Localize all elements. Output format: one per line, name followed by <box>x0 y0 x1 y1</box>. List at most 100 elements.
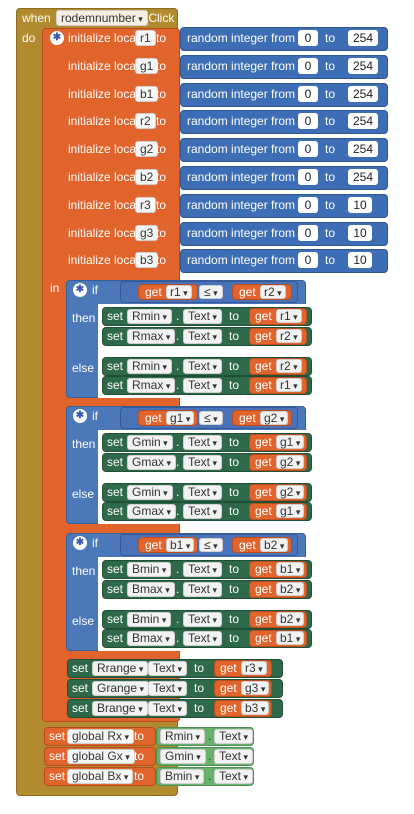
variable-dropdown[interactable]: g1 <box>276 504 305 518</box>
variable-dropdown[interactable]: g1 <box>276 435 305 449</box>
to-number[interactable]: 254 <box>348 30 378 46</box>
variable-dropdown[interactable]: b2 <box>276 582 305 596</box>
variable-dropdown[interactable]: b1 <box>276 631 305 645</box>
component-dropdown[interactable]: Rmax <box>127 378 176 393</box>
variable-dropdown[interactable]: g2 <box>276 485 305 499</box>
from-number[interactable]: 0 <box>298 141 318 158</box>
property-dropdown[interactable]: Text <box>183 485 223 500</box>
operator-dropdown[interactable]: ≤ <box>199 285 223 299</box>
component-dropdown[interactable]: Bmin <box>160 769 205 784</box>
property-dropdown[interactable]: Text <box>148 701 188 716</box>
component-dropdown[interactable]: Grange <box>92 681 150 696</box>
to-number[interactable]: 254 <box>348 57 378 74</box>
to-number[interactable]: 254 <box>348 141 378 158</box>
property-dropdown[interactable]: Text <box>183 309 223 324</box>
component-dropdown[interactable]: Gmax <box>127 455 177 470</box>
local-var-name[interactable]: b2 <box>135 169 159 185</box>
property-dropdown[interactable]: Text <box>183 612 223 627</box>
variable-dropdown[interactable]: r1 <box>276 309 302 323</box>
component-dropdown[interactable]: Gmin <box>127 485 173 500</box>
local-var-name[interactable]: g1 <box>135 57 159 74</box>
variable-dropdown[interactable]: g2 <box>276 455 305 469</box>
to-number[interactable]: 10 <box>348 196 372 213</box>
component-dropdown[interactable]: Bmin <box>127 612 172 627</box>
to-number[interactable]: 254 <box>348 113 378 130</box>
component-dropdown[interactable]: rodemnumber <box>56 10 148 26</box>
variable-dropdown[interactable]: r1 <box>166 285 192 299</box>
from-number[interactable]: 0 <box>298 224 318 241</box>
property-dropdown[interactable]: Text <box>148 681 188 696</box>
operator-dropdown[interactable]: ≤ <box>199 411 223 425</box>
variable-dropdown[interactable]: r1 <box>276 378 302 392</box>
variable-dropdown[interactable]: b2 <box>260 538 289 552</box>
mutator-gear-icon[interactable]: ✱ <box>73 536 87 550</box>
component-dropdown[interactable]: Rmin <box>127 359 173 374</box>
property-dropdown[interactable]: Text <box>183 504 223 519</box>
to-number[interactable]: 254 <box>348 85 378 102</box>
variable-dropdown[interactable]: r2 <box>276 359 302 373</box>
component-dropdown[interactable]: Bmax <box>127 631 175 646</box>
to-number[interactable]: 10 <box>348 252 372 269</box>
property-dropdown[interactable]: Text <box>214 749 254 764</box>
component-dropdown[interactable]: Gmin <box>127 435 173 450</box>
local-var-name[interactable]: g2 <box>135 141 159 158</box>
component-dropdown[interactable]: Rmin <box>160 729 206 744</box>
variable-dropdown[interactable]: b1 <box>276 562 305 576</box>
from-number[interactable]: 0 <box>298 85 318 102</box>
local-var-name[interactable]: b3 <box>135 252 159 269</box>
variable-dropdown[interactable]: r2 <box>260 285 286 299</box>
to-label: to <box>156 114 167 129</box>
component-dropdown[interactable]: Rmin <box>127 309 173 324</box>
property-dropdown[interactable]: Text <box>183 359 223 374</box>
component-dropdown[interactable]: Brange <box>92 701 148 716</box>
property-dropdown[interactable]: Text <box>183 582 223 597</box>
from-number[interactable]: 0 <box>298 169 318 185</box>
global-variable-dropdown[interactable]: global Rx <box>67 729 135 744</box>
component-dropdown[interactable]: Gmin <box>160 749 206 764</box>
property-dropdown[interactable]: Text <box>183 378 223 393</box>
from-number[interactable]: 0 <box>298 113 318 130</box>
to-label: to <box>229 504 240 518</box>
property-dropdown[interactable]: Text <box>214 769 254 784</box>
from-number[interactable]: 0 <box>298 196 318 213</box>
local-var-name[interactable]: r2 <box>135 113 156 130</box>
property-dropdown[interactable]: Text <box>183 455 223 470</box>
to-label: to <box>156 253 167 268</box>
local-var-name[interactable]: g3 <box>135 224 159 241</box>
property-dropdown[interactable]: Text <box>148 661 188 676</box>
local-var-name[interactable]: r3 <box>135 196 156 213</box>
property-dropdown[interactable]: Text <box>183 562 223 577</box>
variable-dropdown[interactable]: r3 <box>241 661 267 675</box>
to-label: to <box>325 197 336 212</box>
component-dropdown[interactable]: Bmin <box>127 562 172 577</box>
component-dropdown[interactable]: Bmax <box>127 582 175 597</box>
to-number[interactable]: 254 <box>348 169 378 185</box>
component-dropdown[interactable]: Rmax <box>127 329 176 344</box>
local-var-name[interactable]: b1 <box>135 85 159 102</box>
mutator-gear-icon[interactable]: ✱ <box>50 31 64 45</box>
local-var-name[interactable]: r1 <box>135 30 156 46</box>
from-number[interactable]: 0 <box>298 252 318 269</box>
variable-dropdown[interactable]: r2 <box>276 329 302 343</box>
variable-dropdown[interactable]: g2 <box>260 411 289 425</box>
variable-dropdown[interactable]: g1 <box>166 411 195 425</box>
from-number[interactable]: 0 <box>298 30 318 46</box>
property-dropdown[interactable]: Text <box>183 631 223 646</box>
global-variable-dropdown[interactable]: global Gx <box>67 749 135 764</box>
from-number[interactable]: 0 <box>298 57 318 74</box>
variable-dropdown[interactable]: b1 <box>166 538 195 552</box>
component-dropdown[interactable]: Gmax <box>127 504 177 519</box>
property-dropdown[interactable]: Text <box>183 435 223 450</box>
variable-dropdown[interactable]: b2 <box>276 612 305 626</box>
mutator-gear-icon[interactable]: ✱ <box>73 283 87 297</box>
to-label: to <box>229 329 240 343</box>
mutator-gear-icon[interactable]: ✱ <box>73 409 87 423</box>
variable-dropdown[interactable]: g3 <box>241 681 270 695</box>
operator-dropdown[interactable]: ≤ <box>199 538 223 552</box>
property-dropdown[interactable]: Text <box>214 729 254 744</box>
property-dropdown[interactable]: Text <box>183 329 223 344</box>
component-dropdown[interactable]: Rrange <box>92 661 149 676</box>
variable-dropdown[interactable]: b3 <box>241 701 270 715</box>
global-variable-dropdown[interactable]: global Bx <box>67 769 134 784</box>
to-number[interactable]: 10 <box>348 224 372 241</box>
